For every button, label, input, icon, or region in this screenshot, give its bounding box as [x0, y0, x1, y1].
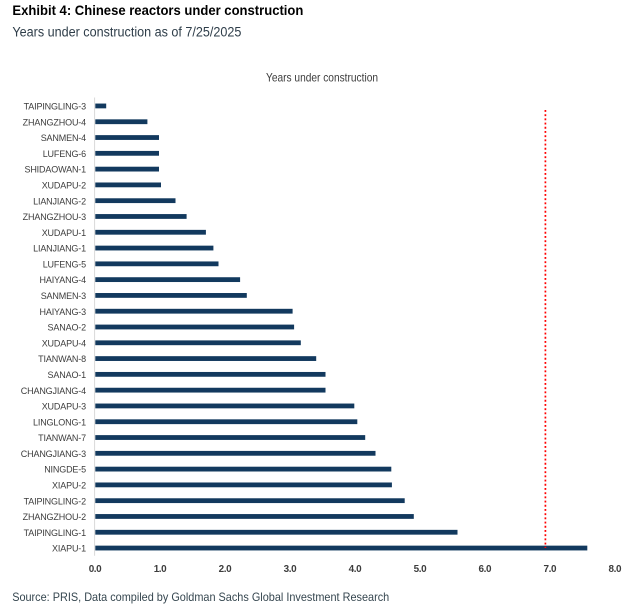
svg-text:LIANJIANG-1: LIANJIANG-1	[33, 244, 86, 254]
svg-text:SANMEN-4: SANMEN-4	[41, 133, 86, 143]
svg-text:Years under construction as of: Years under construction as of 7/25/2025	[12, 25, 241, 40]
svg-text:LUFENG-6: LUFENG-6	[43, 149, 86, 159]
svg-text:LIANJIANG-2: LIANJIANG-2	[33, 196, 86, 206]
svg-text:TAIPINGLING-3: TAIPINGLING-3	[24, 102, 87, 112]
svg-text:1.0: 1.0	[154, 564, 167, 575]
svg-text:XUDAPU-4: XUDAPU-4	[42, 338, 86, 348]
svg-text:LUFENG-5: LUFENG-5	[43, 259, 86, 269]
svg-text:CHANGJIANG-4: CHANGJIANG-4	[21, 386, 86, 396]
svg-text:XUDAPU-1: XUDAPU-1	[42, 228, 86, 238]
svg-text:XIAPU-1: XIAPU-1	[52, 544, 86, 554]
svg-text:SHIDAOWAN-1: SHIDAOWAN-1	[24, 165, 86, 175]
svg-text:SANAO-2: SANAO-2	[48, 323, 87, 333]
svg-text:NINGDE-5: NINGDE-5	[44, 465, 86, 475]
svg-text:LINGLONG-1: LINGLONG-1	[33, 417, 86, 427]
svg-text:HAIYANG-4: HAIYANG-4	[40, 275, 87, 285]
svg-text:XIAPU-2: XIAPU-2	[52, 480, 86, 490]
svg-text:SANMEN-3: SANMEN-3	[41, 291, 86, 301]
svg-text:HAIYANG-3: HAIYANG-3	[40, 307, 87, 317]
svg-text:ZHANGZHOU-3: ZHANGZHOU-3	[23, 212, 86, 222]
svg-text:2.0: 2.0	[219, 564, 232, 575]
svg-text:Exhibit 4: Chinese reactors un: Exhibit 4: Chinese reactors under constr…	[12, 3, 303, 18]
svg-text:TAIPINGLING-1: TAIPINGLING-1	[24, 528, 87, 538]
svg-text:TIANWAN-7: TIANWAN-7	[38, 433, 86, 443]
svg-text:8.0: 8.0	[609, 564, 622, 575]
svg-text:XUDAPU-3: XUDAPU-3	[42, 402, 86, 412]
svg-text:ZHANGZHOU-2: ZHANGZHOU-2	[23, 512, 86, 522]
svg-text:4.0: 4.0	[349, 564, 362, 575]
svg-text:7.0: 7.0	[544, 564, 557, 575]
svg-text:XUDAPU-2: XUDAPU-2	[42, 180, 86, 190]
svg-text:6.0: 6.0	[479, 564, 492, 575]
svg-text:ZHANGZHOU-4: ZHANGZHOU-4	[23, 117, 86, 127]
svg-text:TIANWAN-8: TIANWAN-8	[38, 354, 86, 364]
svg-text:0.0: 0.0	[89, 564, 102, 575]
svg-text:SANAO-1: SANAO-1	[48, 370, 87, 380]
svg-text:Source: PRIS, Data compiled by: Source: PRIS, Data compiled by Goldman S…	[12, 590, 389, 604]
svg-text:CHANGJIANG-3: CHANGJIANG-3	[21, 449, 86, 459]
svg-text:5.0: 5.0	[414, 564, 427, 575]
svg-text:Years under construction: Years under construction	[266, 71, 378, 85]
svg-text:3.0: 3.0	[284, 564, 297, 575]
svg-text:TAIPINGLING-2: TAIPINGLING-2	[24, 496, 87, 506]
